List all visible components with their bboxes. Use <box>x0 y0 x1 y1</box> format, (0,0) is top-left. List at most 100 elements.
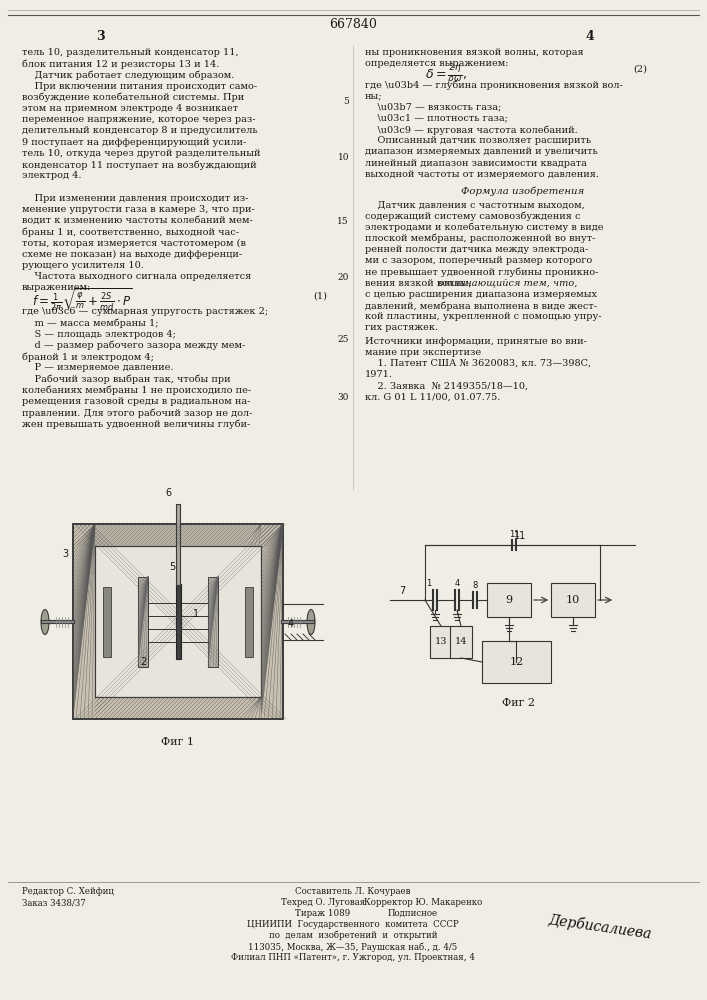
Bar <box>176 504 180 585</box>
Text: $f = \frac{1}{2\pi}\sqrt{\frac{\varphi}{m} + \frac{2S}{md} \cdot P}$: $f = \frac{1}{2\pi}\sqrt{\frac{\varphi}{… <box>32 287 133 313</box>
Text: жен превышать удвоенной величины глуби-: жен превышать удвоенной величины глуби- <box>22 419 250 429</box>
Bar <box>482 641 551 683</box>
Text: 12: 12 <box>509 657 524 667</box>
Text: $\delta = \frac{2\eta}{\rho\omega},$: $\delta = \frac{2\eta}{\rho\omega},$ <box>425 62 467 87</box>
Text: выражением:: выражением: <box>22 283 91 292</box>
Text: схеме не показан) на выходе дифференци-: схеме не показан) на выходе дифференци- <box>22 250 242 259</box>
Text: 10: 10 <box>566 595 580 605</box>
Text: ЦНИИПИ  Государственного  комитета  СССР: ЦНИИПИ Государственного комитета СССР <box>247 920 459 929</box>
Text: конденсатор 11 поступает на возбуждающий: конденсатор 11 поступает на возбуждающий <box>22 160 257 170</box>
Text: браной 1 и электродом 4;: браной 1 и электродом 4; <box>22 352 154 362</box>
Text: делительный конденсатор 8 и предусилитель: делительный конденсатор 8 и предусилител… <box>22 126 257 135</box>
Text: 8: 8 <box>472 581 478 590</box>
Text: Фиг 2: Фиг 2 <box>503 698 535 708</box>
Text: электрод 4.: электрод 4. <box>22 171 81 180</box>
Text: d — размер рабочего зазора между мем-: d — размер рабочего зазора между мем- <box>22 341 245 350</box>
Text: 1: 1 <box>426 579 432 588</box>
Bar <box>208 577 218 667</box>
Text: Подписное: Подписное <box>388 909 438 918</box>
Text: блок питания 12 и резисторы 13 и 14.: блок питания 12 и резисторы 13 и 14. <box>22 59 219 69</box>
Text: Заказ 3438/37: Заказ 3438/37 <box>22 898 86 907</box>
Text: 15: 15 <box>337 217 349 226</box>
Text: 9: 9 <box>506 595 513 605</box>
Text: 30: 30 <box>338 392 349 401</box>
Bar <box>73 524 283 719</box>
Ellipse shape <box>41 609 49 635</box>
Text: 14: 14 <box>455 638 467 647</box>
Text: P — измеряемое давление.: P — измеряемое давление. <box>22 363 173 372</box>
Text: гих растяжек.: гих растяжек. <box>365 323 438 332</box>
Text: ремещения газовой среды в радиальном на-: ремещения газовой среды в радиальном на- <box>22 397 250 406</box>
Text: рующего усилителя 10.: рующего усилителя 10. <box>22 261 144 270</box>
Text: Техред О. Луговая: Техред О. Луговая <box>281 898 365 907</box>
Text: \u03c1 — плотность газа;: \u03c1 — плотность газа; <box>365 114 508 123</box>
Text: 1: 1 <box>193 609 199 619</box>
Text: 3: 3 <box>62 549 68 559</box>
Text: тоты, которая измеряется частотомером (в: тоты, которая измеряется частотомером (в <box>22 238 246 248</box>
Text: 4: 4 <box>455 579 460 588</box>
Text: с целью расширения диапазона измеряемых: с целью расширения диапазона измеряемых <box>365 290 597 299</box>
Text: S — площадь электродов 4;: S — площадь электродов 4; <box>22 330 176 339</box>
Text: Редактор С. Хейфиц: Редактор С. Хейфиц <box>22 887 114 896</box>
Text: Корректор Ю. Макаренко: Корректор Ю. Макаренко <box>364 898 482 907</box>
Bar <box>103 587 111 657</box>
Bar <box>73 524 283 719</box>
Text: давлений, мембрана выполнена в виде жест-: давлений, мембрана выполнена в виде жест… <box>365 301 597 311</box>
Text: (1): (1) <box>313 291 327 300</box>
Bar <box>430 626 452 658</box>
Text: плоской мембраны, расположенной во внут-: плоской мембраны, расположенной во внут- <box>365 234 595 243</box>
Text: \u03b7 — вязкость газа;: \u03b7 — вязкость газа; <box>365 103 501 112</box>
Text: При изменении давления происходит из-: При изменении давления происходит из- <box>22 194 248 203</box>
Text: Формула изобретения: Формула изобретения <box>462 186 585 196</box>
Text: 4: 4 <box>585 30 595 43</box>
Text: Составитель Л. Кочураев: Составитель Л. Кочураев <box>296 887 411 896</box>
Text: 2: 2 <box>140 657 146 667</box>
Text: 1971.: 1971. <box>365 370 393 379</box>
Text: по  делам  изобретений  и  открытий: по делам изобретений и открытий <box>269 931 437 940</box>
Text: электродами и колебательную систему в виде: электродами и колебательную систему в ви… <box>365 223 604 232</box>
Bar <box>95 546 261 697</box>
Text: 25: 25 <box>337 336 349 344</box>
Text: Филиал ПНП «Патент», г. Ужгород, ул. Проектная, 4: Филиал ПНП «Патент», г. Ужгород, ул. Про… <box>231 953 475 962</box>
Text: 4: 4 <box>288 619 294 629</box>
Text: Тираж 1089: Тираж 1089 <box>296 909 351 918</box>
Text: ны;: ны; <box>365 91 382 100</box>
Text: (2): (2) <box>633 64 647 73</box>
Text: диапазон измеряемых давлений и увеличить: диапазон измеряемых давлений и увеличить <box>365 147 597 156</box>
Text: 11: 11 <box>514 531 526 541</box>
Bar <box>138 577 148 667</box>
Text: правлении. Для этого рабочий зазор не дол-: правлении. Для этого рабочий зазор не до… <box>22 408 252 418</box>
Text: 113035, Москва, Ж—35, Раушская наб., д. 4/5: 113035, Москва, Ж—35, Раушская наб., д. … <box>248 942 457 952</box>
Text: отличающийся тем, что,: отличающийся тем, что, <box>438 279 578 288</box>
Text: тель 10, разделительный конденсатор 11,: тель 10, разделительный конденсатор 11, <box>22 48 239 57</box>
Text: этом на приемном электроде 4 возникает: этом на приемном электроде 4 возникает <box>22 104 238 113</box>
Text: переменное напряжение, которое через раз-: переменное напряжение, которое через раз… <box>22 115 255 124</box>
Text: Дербисалиева: Дербисалиева <box>547 912 653 942</box>
Text: Датчик давления с частотным выходом,: Датчик давления с частотным выходом, <box>365 200 585 209</box>
Text: 6: 6 <box>165 488 171 498</box>
Text: определяется выражением:: определяется выражением: <box>365 59 508 68</box>
Text: 1. Патент США № 3620083, кл. 73—398С,: 1. Патент США № 3620083, кл. 73—398С, <box>365 359 591 368</box>
Text: 5: 5 <box>343 97 349 105</box>
Text: кой пластины, укрепленной с помощью упру-: кой пластины, укрепленной с помощью упру… <box>365 312 602 321</box>
Text: не превышает удвоенной глубины проникно-: не превышает удвоенной глубины проникно- <box>365 267 598 277</box>
Text: 2. Заявка  № 2149355/18—10,: 2. Заявка № 2149355/18—10, <box>365 381 528 390</box>
Text: Описанный датчик позволяет расширить: Описанный датчик позволяет расширить <box>365 136 591 145</box>
Text: мание при экспертизе: мание при экспертизе <box>365 348 481 357</box>
Text: где \u03c6 — суммарная упругость растяжек 2;: где \u03c6 — суммарная упругость растяже… <box>22 307 268 316</box>
Text: Частота выходного сигнала определяется: Частота выходного сигнала определяется <box>22 272 251 281</box>
Text: 667840: 667840 <box>329 18 377 31</box>
Text: Датчик работает следующим образом.: Датчик работает следующим образом. <box>22 70 235 80</box>
Text: m — масса мембраны 1;: m — масса мембраны 1; <box>22 318 158 328</box>
Text: ренней полости датчика между электрода-: ренней полости датчика между электрода- <box>365 245 588 254</box>
Text: 5: 5 <box>169 562 175 572</box>
Text: выходной частоты от измеряемого давления.: выходной частоты от измеряемого давления… <box>365 170 599 179</box>
Text: При включении питания происходит само-: При включении питания происходит само- <box>22 82 257 91</box>
Text: 10: 10 <box>337 152 349 161</box>
Text: 20: 20 <box>338 273 349 282</box>
Text: 9 поступает на дифференцирующий усили-: 9 поступает на дифференцирующий усили- <box>22 138 246 147</box>
Text: колебаниях мембраны 1 не происходило пе-: колебаниях мембраны 1 не происходило пе- <box>22 386 251 395</box>
Bar <box>487 583 531 617</box>
Text: содержащий систему самовозбуждения с: содержащий систему самовозбуждения с <box>365 211 580 221</box>
Text: Источники информации, принятые во вни-: Источники информации, принятые во вни- <box>365 337 587 346</box>
